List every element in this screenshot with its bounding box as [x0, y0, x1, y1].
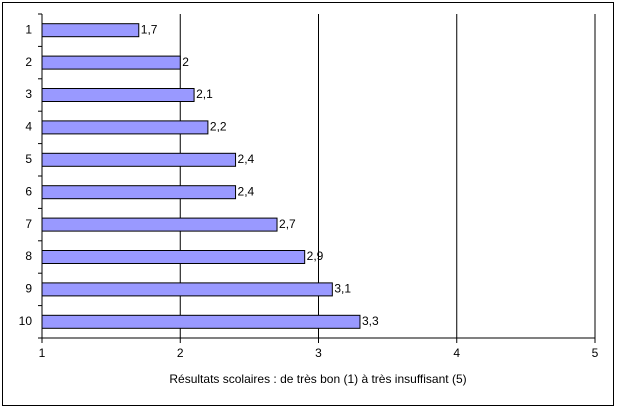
y-tick-label: 1	[25, 22, 32, 36]
value-label: 3,3	[362, 314, 379, 328]
value-label: 2,1	[196, 87, 213, 101]
value-label: 2,2	[210, 120, 227, 134]
y-tick-label: 8	[25, 249, 32, 263]
bar	[41, 152, 237, 167]
y-tick-label: 2	[25, 55, 32, 69]
y-tick-label: 9	[25, 282, 32, 296]
bar	[41, 55, 181, 70]
bar	[41, 314, 361, 329]
y-tick-label: 6	[25, 184, 32, 198]
bar	[41, 23, 140, 38]
y-tick-label: 3	[25, 87, 32, 101]
value-label: 2,4	[238, 152, 255, 166]
value-label: 2,4	[238, 184, 255, 198]
x-tick-label: 4	[453, 346, 460, 360]
value-label: 2,9	[307, 249, 324, 263]
value-label: 2,7	[279, 217, 296, 231]
bar	[41, 282, 333, 297]
value-label: 2	[182, 55, 189, 69]
x-tick-label: 1	[39, 346, 46, 360]
bar	[41, 250, 306, 264]
bar	[41, 88, 195, 102]
x-tick-label: 3	[315, 346, 322, 360]
bar	[41, 185, 237, 200]
x-tick-label: 5	[592, 346, 599, 360]
y-tick-label: 5	[25, 152, 32, 166]
x-tick-label: 2	[177, 346, 184, 360]
y-tick-label: 7	[25, 217, 32, 231]
y-tick-label: 10	[19, 314, 33, 328]
y-tick-label: 4	[25, 120, 32, 134]
value-label: 3,1	[334, 282, 351, 296]
bar	[41, 217, 278, 232]
x-axis-title: Résultats scolaires : de très bon (1) à …	[169, 372, 466, 386]
bar	[41, 120, 209, 135]
value-label: 1,7	[141, 22, 158, 36]
